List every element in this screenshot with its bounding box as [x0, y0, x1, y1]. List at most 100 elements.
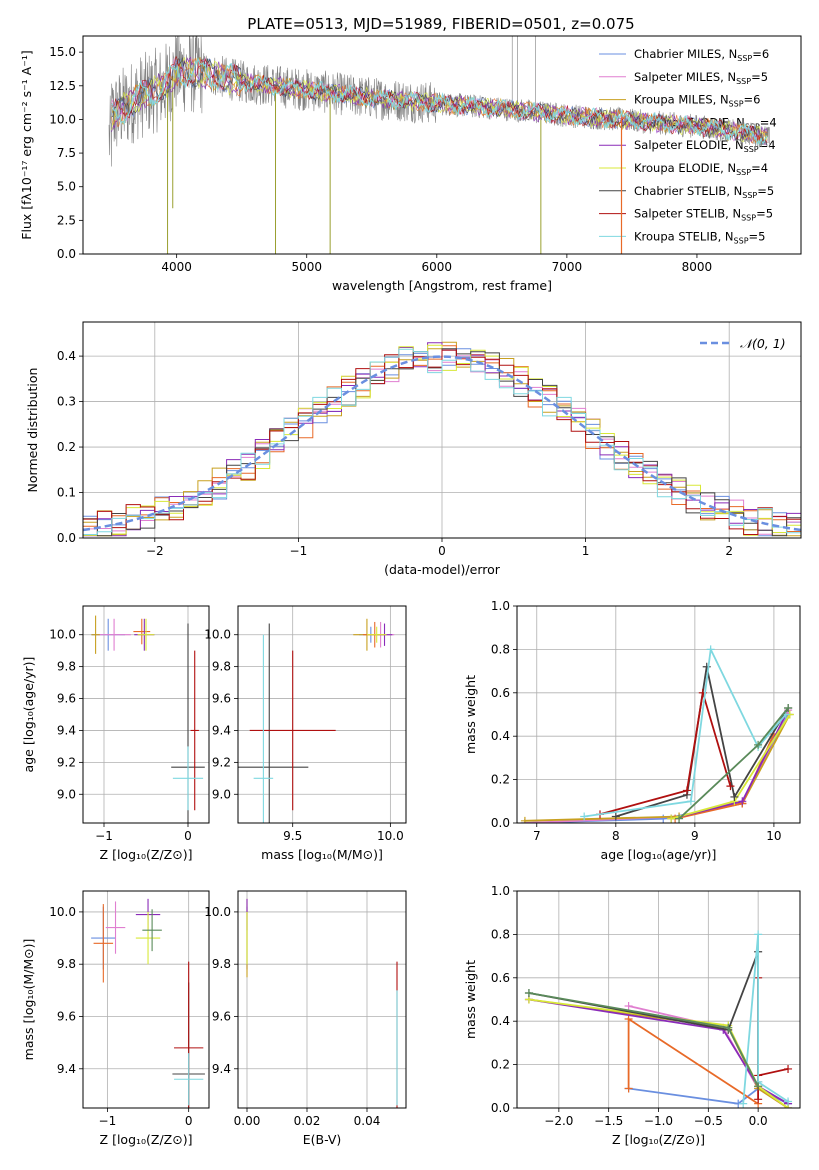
weight_age-series-marker [611, 812, 620, 821]
mass_Z-ytick-label: 9.4 [57, 1062, 76, 1076]
weight_age-ytick-label: 1.0 [491, 599, 510, 613]
weight_age-series-marker [667, 814, 676, 823]
weight_Z-xtick-label: −2.0 [544, 1114, 573, 1128]
weight_Z-ytick-label: 1.0 [491, 884, 510, 898]
age_Z-ytick-label: 9.0 [57, 787, 76, 801]
weight_Z-ytick-label: 0.6 [491, 971, 510, 985]
mass_Z-point [93, 904, 114, 983]
weight_Z-frame [516, 890, 801, 1109]
hist-xtick-label: 0 [438, 544, 446, 558]
hist-ylabel: Normed distribution [25, 368, 40, 493]
age_mass-point [366, 626, 387, 643]
mass_EBV-frame [237, 890, 407, 1109]
hist-xtick-label: 1 [582, 544, 590, 558]
spectrum-xtick-label: 7000 [552, 260, 583, 274]
spectrum-model-line [111, 57, 768, 143]
age_mass-xtick-label: 10.0 [377, 829, 404, 843]
spectrum-model-line [111, 56, 768, 145]
legend-label: Kroupa STELIB, NSSP=5 [634, 229, 765, 245]
weight_Z-series-marker [754, 1082, 763, 1091]
weight_Z-series-marker [754, 930, 763, 939]
weight_Z-ytick-label: 0.4 [491, 1014, 510, 1028]
mass_EBV-ytick-label: 9.6 [212, 1009, 231, 1023]
age_Z-plot-area [91, 615, 205, 823]
spectrum-model-line [111, 57, 768, 146]
legend-label-suffix: =6 [744, 93, 761, 107]
age_Z-ytick-label: 9.4 [57, 723, 76, 737]
age_mass-point [253, 634, 274, 823]
weight_age-series-marker [726, 782, 735, 791]
weight_Z-ytick-label: 0.8 [491, 927, 510, 941]
age_Z-ytick-label: 10.0 [49, 628, 76, 642]
hist-legend-label: 𝒩(0, 1) [740, 336, 786, 351]
spectrum-model-line [111, 56, 768, 142]
weight_age-series [675, 703, 793, 823]
weight_Z-series [624, 1015, 763, 1108]
spectrum-xtick-label: 6000 [422, 260, 453, 274]
mass_Z-point [142, 909, 162, 952]
legend-label-suffix: =5 [756, 207, 773, 221]
hist-xtick-label: −1 [290, 544, 308, 558]
weight_age-xtick-label: 7 [533, 829, 541, 843]
weight_age-series [520, 706, 793, 823]
spectrum-xtick-label: 5000 [291, 260, 322, 274]
legend-label-suffix: =5 [751, 70, 768, 84]
hist-ytick-label: 0.0 [57, 531, 76, 545]
age_Z-xtick-label: 0 [184, 829, 192, 843]
spectrum-xlabel: wavelength [Angstrom, rest frame] [332, 278, 552, 293]
weight_age-ytick-label: 0.4 [491, 729, 510, 743]
weight_age-xlabel: age [log₁₀(age/yr)] [601, 847, 717, 862]
weight_Z-series-marker [784, 1064, 793, 1073]
mass_Z-ytick-label: 10.0 [49, 905, 76, 919]
legend-label-sub: SSP [734, 236, 749, 245]
spectrum-ytick-label: 2.5 [57, 213, 76, 227]
legend-label-main: Kroupa STELIB, N [634, 229, 734, 243]
legend-label: Kroupa MILES, NSSP=6 [634, 93, 760, 109]
weight_Z-series-marker [524, 988, 533, 997]
weight_age-series-marker [706, 645, 715, 654]
spectrum-ytick-label: 7.5 [57, 146, 76, 160]
weight_age-xtick-label: 9 [691, 829, 699, 843]
legend-label-suffix: =6 [752, 47, 769, 61]
age_mass-ytick-label: 9.8 [212, 660, 231, 674]
weight_Z-xtick-label: −0.5 [694, 1114, 723, 1128]
spectrum-ytick-label: 15.0 [49, 45, 76, 59]
hist-axes: −2 −1 0 1 2 0.0 0.1 0.2 0.3 0.4 (data-model)/error… [25, 321, 802, 577]
weight_Z-ytick-label: 0.0 [491, 1101, 510, 1115]
mass_Z-xtick-label: −1 [99, 1114, 117, 1128]
spectrum-plot-area [108, 36, 770, 254]
spectrum-frame [82, 35, 802, 255]
weight_age-ytick-label: 0.0 [491, 816, 510, 830]
legend-label-sub: SSP [736, 77, 751, 86]
legend-label-sub: SSP [742, 191, 757, 200]
mass_Z-xlabel: Z [log₁₀(Z/Z⊙)] [100, 1132, 193, 1147]
legend-label-sub: SSP [744, 145, 759, 154]
age_mass-ytick-label: 9.6 [212, 692, 231, 706]
legend-label-main: Chabrier MILES, N [634, 47, 737, 61]
weight_Z-series-line [528, 998, 789, 1105]
legend-label: Chabrier STELIB, NSSP=5 [634, 184, 774, 200]
legend-label-suffix: =5 [757, 184, 774, 198]
legend-label-suffix: =5 [749, 229, 766, 243]
weight_age-ylabel: mass weight [463, 675, 478, 754]
weight_age-series-marker [675, 814, 684, 823]
weight_age-series-marker [520, 816, 529, 823]
age_Z-axes: −1 0 9.0 9.2 9.4 9.6 9.8 10.0 Z [log₁₀(Z/Z⊙)] age… [21, 605, 210, 862]
hist-step-line [83, 348, 801, 535]
weight_Z-axes: −2.0 −1.5 −1.0 −0.5 0.0 0.0 0.2 0.4 0.6 0.8 1.0 Z [… [463, 884, 801, 1147]
age_mass-ytick-label: 10.0 [204, 628, 231, 642]
weight_Z-xtick-label: −1.0 [644, 1114, 673, 1128]
hist-normal-curve [83, 355, 801, 532]
spectrum-ytick-label: 12.5 [49, 79, 76, 93]
legend-label: Salpeter MILES, NSSP=5 [634, 70, 768, 86]
age_Z-point [97, 618, 131, 651]
spectrum-ylabel: Flux [fλ10⁻¹⁷ erg cm⁻² s⁻¹ A⁻¹] [19, 50, 34, 239]
weight_age-series-marker [682, 786, 691, 795]
weight_Z-series-line [742, 934, 789, 1104]
age_Z-point [137, 618, 155, 651]
weight_age-series-line [599, 692, 732, 816]
legend-label: Chabrier MILES, NSSP=6 [634, 47, 769, 63]
mass_Z-point [105, 901, 126, 954]
legend-label-suffix: =4 [751, 161, 768, 175]
